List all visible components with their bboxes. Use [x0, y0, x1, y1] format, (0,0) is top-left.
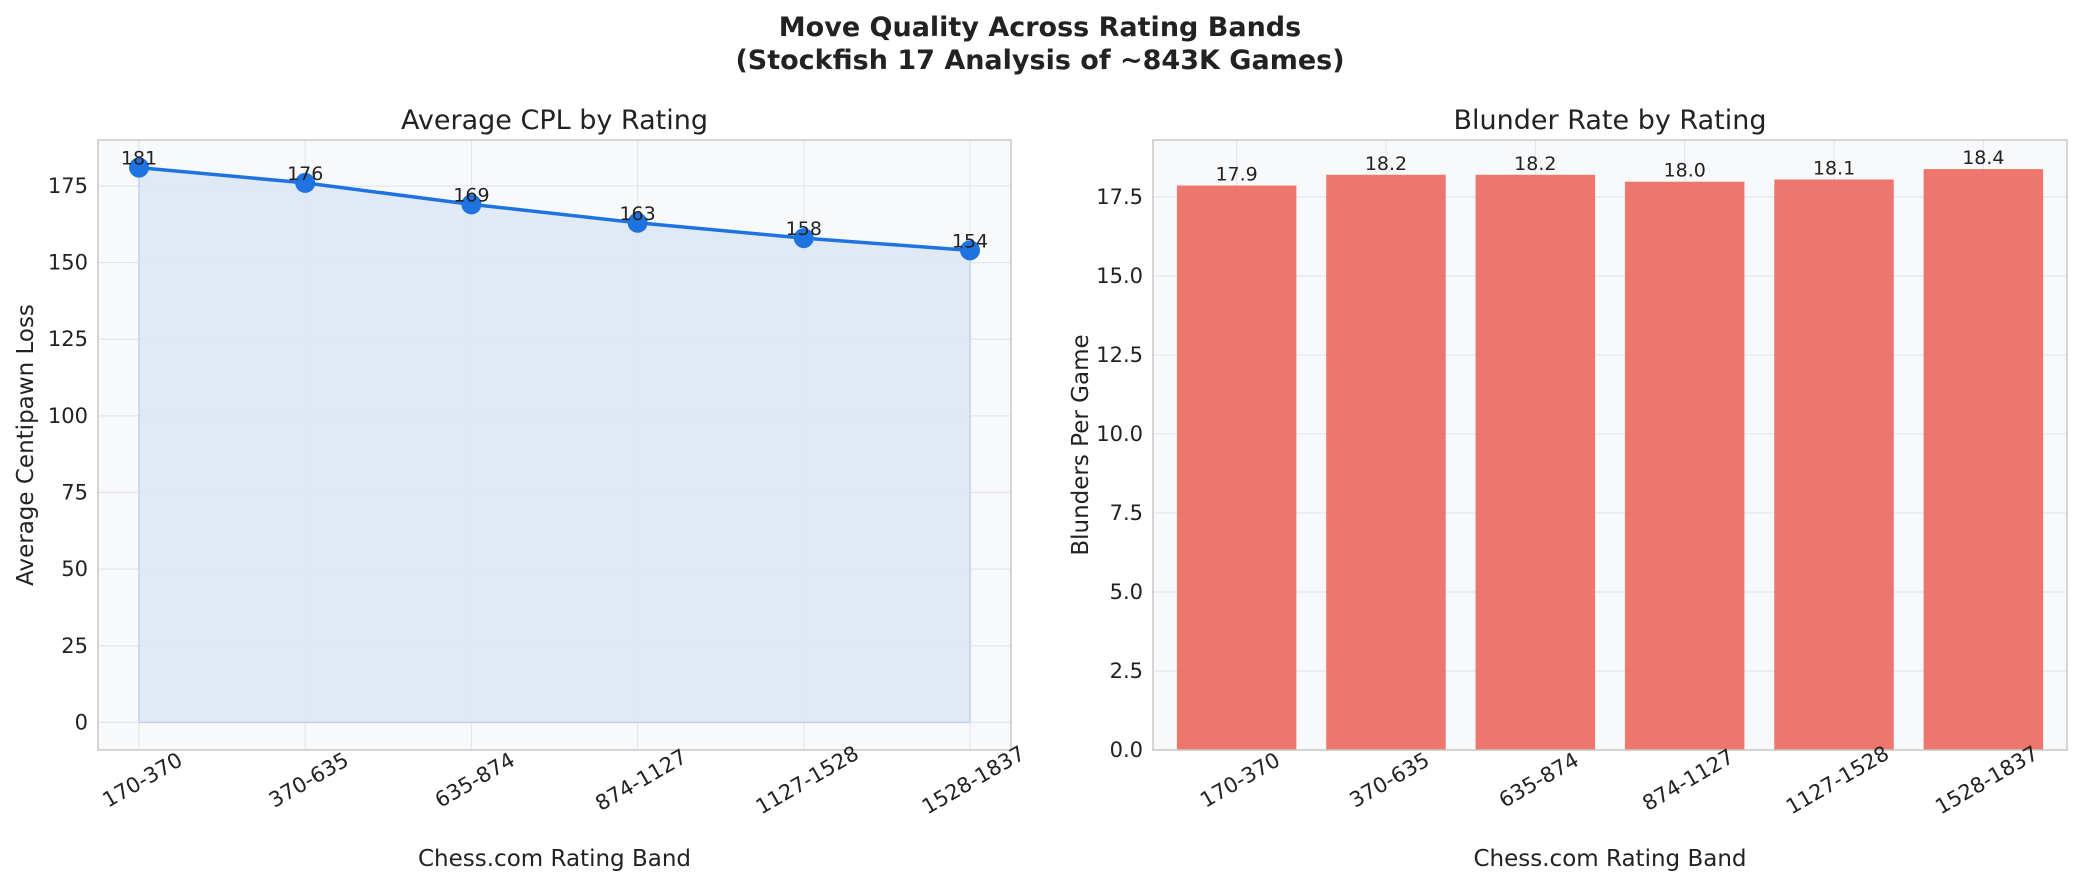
y-tick-label: 17.5: [1096, 185, 1143, 209]
y-tick-label: 0.0: [1110, 738, 1143, 762]
plot-area: [1153, 140, 2067, 750]
data-label: 154: [952, 230, 988, 252]
y-tick-label: 125: [48, 327, 88, 351]
y-axis-label: Blunders Per Game: [1068, 334, 1094, 555]
axis-frame: [97, 139, 1012, 751]
x-tick-label: 370-635: [265, 748, 353, 813]
y-tick-label: 12.5: [1096, 343, 1143, 367]
data-label: 17.9: [1215, 164, 1257, 186]
data-label: 181: [121, 148, 157, 170]
y-tick-label: 7.5: [1110, 501, 1143, 525]
bar: [1475, 174, 1596, 750]
area-fill: [138, 166, 971, 724]
data-point: [295, 172, 316, 193]
y-tick-label: 5.0: [1110, 580, 1143, 604]
data-label: 18.1: [1813, 158, 1855, 180]
blunder-bar-chart: 17.9 18.2 18.2 18.0 18.1 18.4 0.0 2.5 5.0 7.5 10.0…: [1068, 105, 2068, 872]
y-tick-label: 175: [48, 174, 88, 198]
data-point: [960, 240, 980, 261]
data-label: 176: [287, 163, 323, 185]
data-point: [793, 228, 814, 249]
chart-title: Average CPL by Rating: [401, 105, 708, 136]
x-tick-label: 1528-1837: [1931, 741, 2042, 819]
y-tick-label: 150: [48, 251, 88, 275]
data-label: 18.2: [1365, 153, 1407, 175]
data-label: 18.4: [1962, 147, 2004, 169]
data-label: 163: [619, 203, 655, 225]
bar: [1624, 181, 1745, 750]
x-tick-label: 635-874: [431, 748, 519, 813]
x-tick-label: 370-635: [1345, 748, 1433, 813]
figure-title-line2: (Stockfish 17 Analysis of ~843K Games): [735, 45, 1344, 76]
y-tick-label: 25: [61, 634, 88, 658]
axis-frame: [1152, 139, 2068, 751]
data-label: 18.0: [1664, 160, 1706, 182]
y-tick-label: 75: [61, 481, 88, 505]
bar: [1326, 174, 1446, 750]
data-label: 169: [453, 184, 489, 206]
x-axis-label: Chess.com Rating Band: [1473, 846, 1746, 872]
x-tick-label: 874-1127: [1638, 744, 1738, 815]
series-line: [138, 165, 971, 253]
y-tick-label: 10.0: [1096, 422, 1143, 446]
data-label: 158: [786, 218, 822, 240]
x-axis-label: Chess.com Rating Band: [418, 846, 691, 872]
bar: [1774, 179, 1894, 751]
x-tick-label: 170-370: [99, 748, 187, 813]
x-tick-label: 1127-1528: [1782, 741, 1893, 819]
x-tick-label: 1528-1837: [918, 741, 1029, 819]
bar: [1176, 185, 1297, 751]
bar: [1923, 169, 2044, 751]
y-tick-label: 15.0: [1096, 264, 1143, 288]
y-tick-label: 2.5: [1110, 659, 1143, 683]
cpl-line-chart: 181 176 169 163 158 154 0 25 50 75 100 125 150 175 170…: [13, 105, 1029, 872]
data-point: [627, 212, 648, 233]
data-label: 18.2: [1514, 153, 1556, 175]
x-tick-label: 874-1127: [591, 744, 691, 815]
y-tick-label: 0: [75, 710, 88, 734]
x-tick-label: 635-874: [1495, 748, 1583, 813]
y-tick-label: 100: [48, 404, 88, 428]
data-point: [129, 157, 149, 178]
y-axis-label: Average Centipawn Loss: [13, 304, 39, 586]
x-tick-label: 1127-1528: [752, 741, 863, 819]
figure-title-line1: Move Quality Across Rating Bands: [779, 12, 1301, 43]
data-point: [461, 194, 482, 215]
y-tick-label: 50: [61, 557, 88, 581]
x-tick-label: 170-370: [1196, 748, 1284, 813]
chart-title: Blunder Rate by Rating: [1454, 105, 1767, 136]
